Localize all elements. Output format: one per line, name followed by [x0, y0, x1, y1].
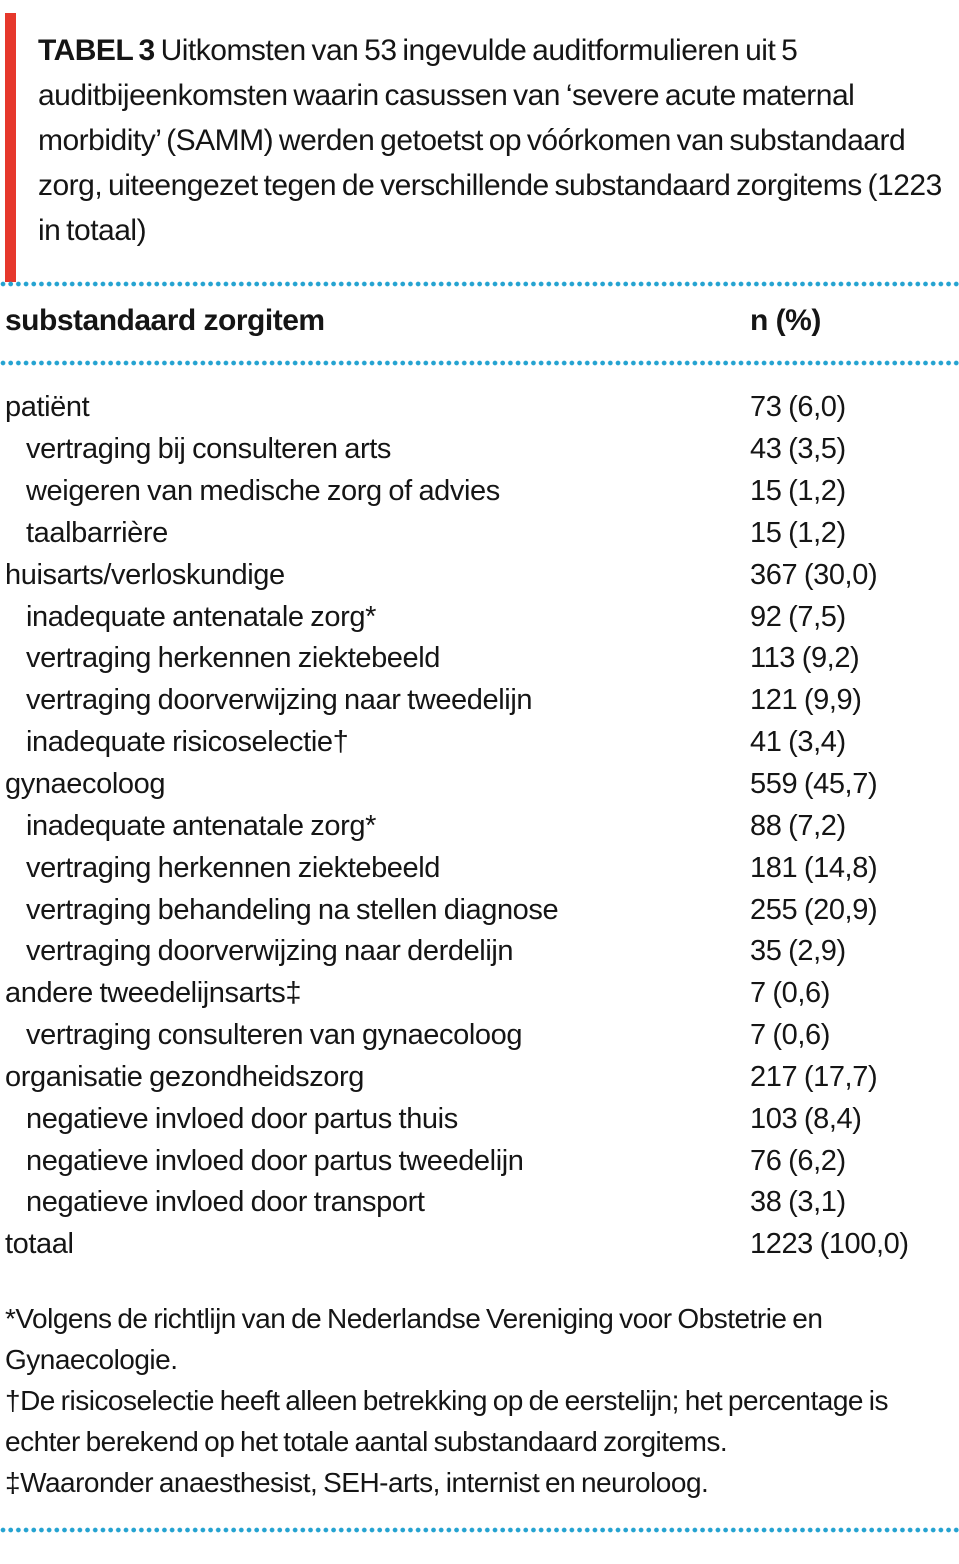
table-body: patiënt 73 (6,0) vertraging bij consulte… [5, 387, 955, 1266]
row-value: 15 (1,2) [750, 516, 846, 549]
footnote: *Volgens de richtlijn van de Nederlandse… [5, 1303, 823, 1375]
row-label: weigeren van medische zorg of advies [26, 475, 500, 508]
table-row: totaal 1223 (100,0) [5, 1224, 955, 1266]
table-row: vertraging doorverwijzing naar derdelijn… [5, 931, 955, 973]
table-row: negatieve invloed door transport 38 (3,1… [5, 1182, 955, 1224]
row-value: 7 (0,6) [750, 977, 831, 1010]
row-value: 559 (45,7) [750, 768, 878, 801]
divider-bottom [0, 1527, 959, 1533]
table-row: negatieve invloed door partus thuis 103 … [5, 1098, 955, 1140]
row-value: 121 (9,9) [750, 684, 862, 717]
accent-bar [5, 13, 16, 282]
column-header-value: n (%) [750, 304, 821, 337]
row-label: totaal [5, 1228, 74, 1261]
row-label: inadequate risicoselectie† [26, 726, 349, 759]
row-label: huisarts/verloskundige [5, 558, 285, 591]
row-label: taalbarrière [26, 516, 168, 549]
footnote: †De risicoselectie heeft alleen betrekki… [5, 1385, 889, 1457]
footnotes: *Volgens de richtlijn van de Nederlandse… [5, 1298, 943, 1503]
row-value: 255 (20,9) [750, 893, 878, 926]
row-label: inadequate antenatale zorg* [26, 809, 376, 842]
table-caption-label: TABEL 3 [38, 34, 155, 67]
table-row: inadequate antenatale zorg* 92 (7,5) [5, 596, 955, 638]
table-row: vertraging doorverwijzing naar tweedelij… [5, 680, 955, 722]
row-value: 92 (7,5) [750, 600, 846, 633]
table-row: huisarts/verloskundige 367 (30,0) [5, 554, 955, 596]
row-value: 35 (2,9) [750, 935, 846, 968]
row-value: 1223 (100,0) [750, 1228, 909, 1261]
row-label: vertraging doorverwijzing naar tweedelij… [26, 684, 533, 717]
footnote: ‡Waaronder anaesthesist, SEH-arts, inter… [5, 1467, 709, 1498]
table-row: vertraging consulteren van gynaecoloog 7… [5, 1015, 955, 1057]
table-row: weigeren van medische zorg of advies 15 … [5, 471, 955, 513]
table-row: vertraging herkennen ziektebeeld 113 (9,… [5, 638, 955, 680]
row-label: vertraging herkennen ziektebeeld [26, 642, 441, 675]
row-label: vertraging behandeling na stellen diagno… [26, 893, 559, 926]
row-value: 88 (7,2) [750, 809, 846, 842]
row-value: 15 (1,2) [750, 475, 846, 508]
table-row: gynaecoloog 559 (45,7) [5, 764, 955, 806]
divider-header [0, 360, 959, 366]
table-header-row: substandaard zorgitem n (%) [5, 304, 955, 344]
row-value: 41 (3,4) [750, 726, 846, 759]
row-value: 103 (8,4) [750, 1102, 862, 1135]
row-value: 217 (17,7) [750, 1060, 878, 1093]
row-label: vertraging consulteren van gynaecoloog [26, 1019, 523, 1052]
row-label: negatieve invloed door transport [26, 1186, 425, 1219]
row-label: vertraging doorverwijzing naar derdelijn [26, 935, 514, 968]
row-label: patiënt [5, 391, 90, 424]
table-row: inadequate antenatale zorg* 88 (7,2) [5, 805, 955, 847]
row-value: 181 (14,8) [750, 851, 878, 884]
table-row: vertraging behandeling na stellen diagno… [5, 889, 955, 931]
row-label: organisatie gezondheidszorg [5, 1060, 365, 1093]
table-row: organisatie gezondheidszorg 217 (17,7) [5, 1057, 955, 1099]
row-label: negatieve invloed door partus tweedelijn [26, 1144, 524, 1177]
table-row: vertraging herkennen ziektebeeld 181 (14… [5, 847, 955, 889]
row-value: 7 (0,6) [750, 1019, 831, 1052]
row-value: 38 (3,1) [750, 1186, 846, 1219]
table-row: vertraging bij consulteren arts 43 (3,5) [5, 429, 955, 471]
column-header-item: substandaard zorgitem [5, 304, 325, 337]
table-row: negatieve invloed door partus tweedelijn… [5, 1140, 955, 1182]
table-row: andere tweedelijnsarts‡ 7 (0,6) [5, 973, 955, 1015]
row-label: inadequate antenatale zorg* [26, 600, 376, 633]
row-value: 73 (6,0) [750, 391, 846, 424]
row-label: vertraging herkennen ziektebeeld [26, 851, 441, 884]
row-value: 367 (30,0) [750, 558, 878, 591]
table-caption-text: Uitkomsten van 53 ingevulde auditformuli… [38, 34, 942, 247]
row-label: gynaecoloog [5, 768, 166, 801]
table-row: taalbarrière 15 (1,2) [5, 513, 955, 555]
row-label: andere tweedelijnsarts‡ [5, 977, 302, 1010]
row-value: 76 (6,2) [750, 1144, 846, 1177]
divider-top [0, 281, 959, 287]
row-value: 43 (3,5) [750, 433, 846, 466]
row-label: negatieve invloed door partus thuis [26, 1102, 458, 1135]
table-caption: TABEL 3 Uitkomsten van 53 ingevulde audi… [38, 28, 954, 253]
table-row: inadequate risicoselectie† 41 (3,4) [5, 722, 955, 764]
table-row: patiënt 73 (6,0) [5, 387, 955, 429]
row-value: 113 (9,2) [750, 642, 860, 675]
row-label: vertraging bij consulteren arts [26, 433, 392, 466]
